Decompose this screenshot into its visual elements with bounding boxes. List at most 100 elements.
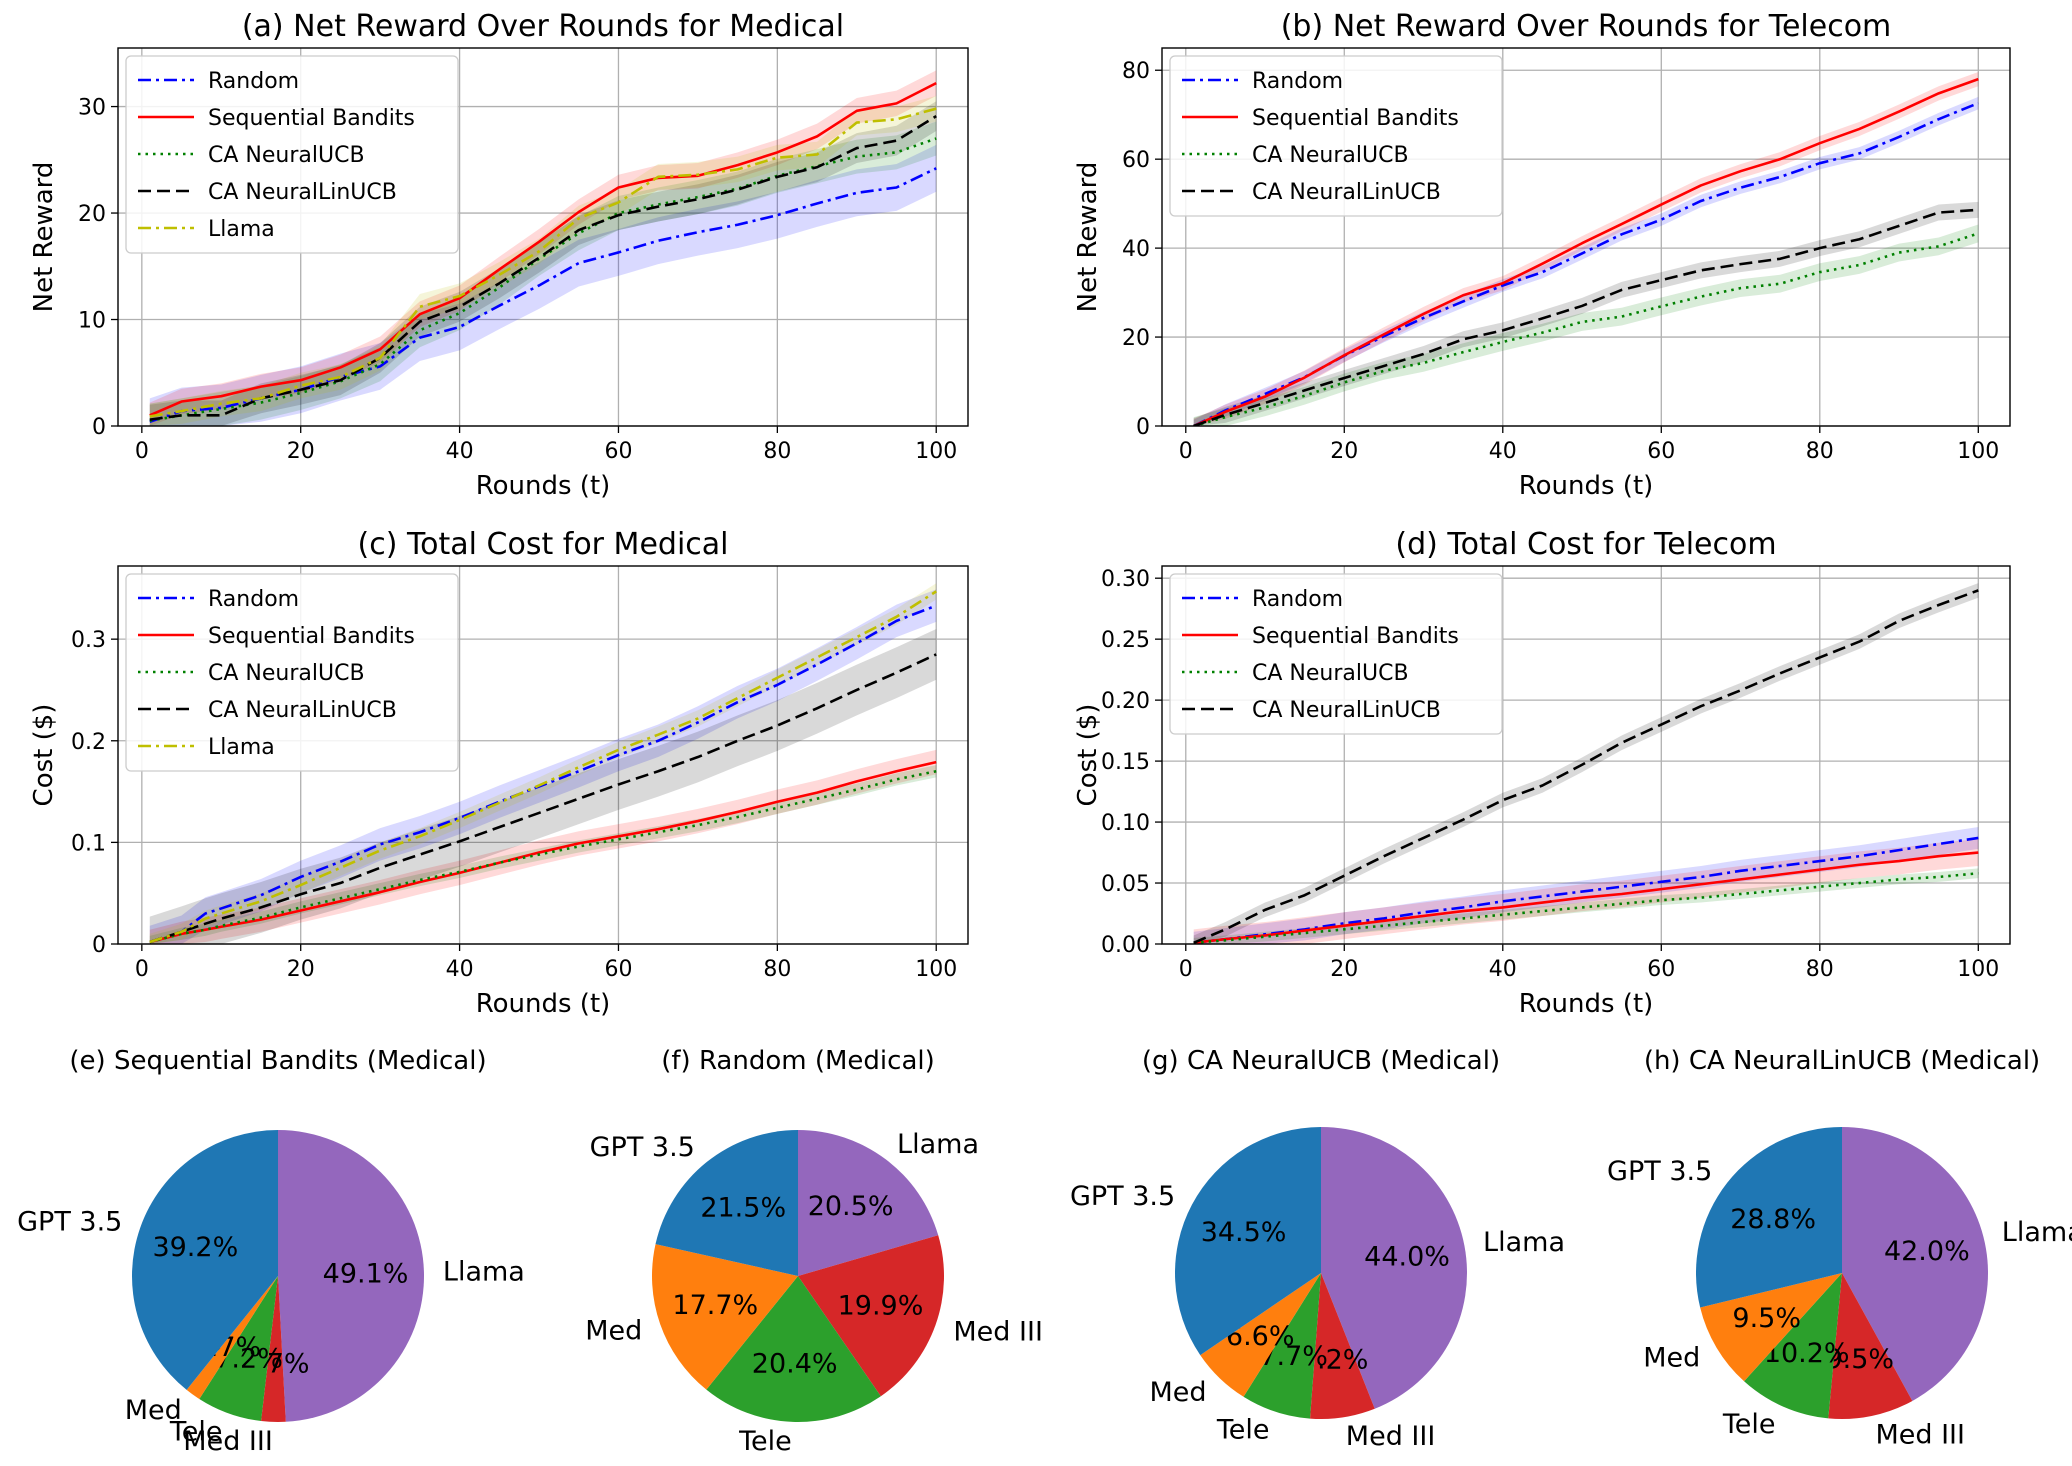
pie-slice-tele — [1744, 1273, 1842, 1419]
legend: Random Sequential Bandits CA NeuralUCB CA N… — [125, 573, 459, 772]
x-tick-label: 20 — [1330, 439, 1358, 464]
legend-box — [1169, 55, 1503, 217]
pie-slice-llama — [1842, 1127, 1988, 1401]
y-tick-label: 40 — [1122, 237, 1150, 262]
x-tick-label: 80 — [763, 957, 791, 982]
y-tick-label: 0.20 — [1101, 689, 1150, 714]
pie-pct-llama: 49.1% — [323, 1259, 409, 1290]
chart-title: (a) Net Reward Over Rounds for Medical — [242, 9, 844, 44]
legend-label-random: Random — [1252, 587, 1343, 612]
series-line-llama — [149, 107, 937, 418]
pie-label-llama: Llama — [1483, 1227, 1565, 1258]
x-tick-label: 60 — [604, 439, 632, 464]
pie-slice-med-iii — [798, 1235, 944, 1397]
y-tick-label: 60 — [1122, 148, 1150, 173]
x-tick-label: 100 — [1957, 439, 1999, 464]
series-line-sequential-bandits — [1193, 77, 1979, 426]
pie-pct-med: 17.7% — [672, 1290, 758, 1321]
x-tick-label: 20 — [1330, 957, 1358, 982]
legend-label-llama: Llama — [208, 735, 275, 760]
confidence-band-random — [1193, 96, 1979, 426]
y-tick-label: 10 — [78, 309, 106, 334]
series-line-sequential-bandits — [149, 81, 937, 417]
y-tick-label: 0.00 — [1101, 933, 1150, 958]
confidence-band-llama — [149, 583, 937, 944]
pie-label-gpt-3-5: GPT 3.5 — [1607, 1156, 1712, 1187]
x-axis-label: Rounds (t) — [476, 989, 611, 1019]
plot-frame — [117, 565, 969, 945]
y-tick-label: 0.15 — [1101, 750, 1150, 775]
x-tick-label: 0 — [135, 957, 149, 982]
legend-label-ca-neuralucb: CA NeuralUCB — [208, 661, 365, 686]
pie-slice-llama — [278, 1130, 425, 1422]
pie-label-tele: Tele — [169, 1416, 223, 1447]
legend-label-ca-neurallinucb: CA NeuralLinUCB — [1252, 180, 1441, 205]
x-axis-label: Rounds (t) — [476, 471, 611, 501]
plot-frame — [1161, 47, 2011, 427]
confidence-band-sequential-bandits — [1193, 72, 1979, 426]
x-tick-label: 60 — [604, 957, 632, 982]
x-tick-label: 80 — [1806, 957, 1834, 982]
plot-area — [149, 583, 937, 944]
legend-label-sequential-bandits: Sequential Bandits — [208, 106, 415, 131]
pie-label-gpt-3-5: GPT 3.5 — [590, 1132, 695, 1163]
x-tick-label: 40 — [1489, 957, 1517, 982]
y-tick-label: 0 — [92, 933, 106, 958]
series-line-random — [1193, 836, 1979, 944]
series-line-llama — [149, 590, 937, 944]
y-tick-label: 0.1 — [71, 831, 106, 856]
plot-area — [1193, 72, 1979, 426]
confidence-band-ca-neuralucb — [1193, 868, 1979, 944]
pie-slice-gpt-3-5 — [655, 1130, 798, 1276]
y-tick-label: 0.25 — [1101, 628, 1150, 653]
chart-title: (b) Net Reward Over Rounds for Telecom — [1281, 9, 1892, 44]
chart-d: 0 20 40 60 80 100 0.00 0.05 0.10 0.15 0.20 0.25 0.30… — [1073, 527, 2011, 1019]
y-tick-label: 0.10 — [1101, 811, 1150, 836]
pie-label-gpt-3-5: GPT 3.5 — [1070, 1181, 1175, 1212]
pie-pct-med: 9.5% — [1732, 1303, 1801, 1334]
pie-label-tele: Tele — [1722, 1409, 1776, 1440]
x-tick-label: 40 — [446, 439, 474, 464]
legend-label-random: Random — [208, 587, 299, 612]
pie-title: (e) Sequential Bandits (Medical) — [69, 1046, 486, 1076]
series-line-random — [149, 167, 937, 423]
y-tick-label: 0.30 — [1101, 567, 1150, 592]
pie-slice-med — [1700, 1273, 1842, 1382]
confidence-band-llama — [149, 95, 937, 426]
pie-e: (e) Sequential Bandits (Medical) Llama 49.… — [17, 1046, 525, 1457]
y-tick-label: 20 — [78, 202, 106, 227]
chart-c: 0 20 40 60 80 100 0 0.1 0.2 0.3 (c) Total Cost for… — [29, 527, 969, 1019]
pie-slice-med — [186, 1276, 278, 1399]
pie-label-med: Med — [125, 1395, 182, 1426]
pie-slice-gpt-3-5 — [1175, 1127, 1321, 1356]
series-line-ca-neurallinucb — [1193, 208, 1979, 426]
pie-label-med-iii: Med III — [953, 1316, 1043, 1347]
pie-slice-llama — [798, 1130, 939, 1276]
legend-label-sequential-bandits: Sequential Bandits — [208, 624, 415, 649]
series-line-ca-neuralucb — [149, 769, 937, 944]
pie-label-med-iii: Med III — [1875, 1420, 1965, 1451]
pie-label-med-iii: Med III — [183, 1426, 273, 1457]
legend-label-ca-neurallinucb: CA NeuralLinUCB — [208, 180, 397, 205]
confidence-band-ca-neurallinucb — [149, 101, 937, 426]
pie-g: (g) CA NeuralUCB (Medical) Llama 44.0% Med … — [1070, 1046, 1565, 1452]
y-tick-label: 0.3 — [71, 628, 106, 653]
x-tick-label: 0 — [1179, 439, 1193, 464]
pie-pct-gpt-3-5: 39.2% — [152, 1232, 238, 1263]
chart-title: (c) Total Cost for Medical — [358, 527, 729, 562]
pie-label-med-iii: Med III — [1346, 1421, 1436, 1452]
series-line-sequential-bandits — [1193, 851, 1979, 944]
legend: Random Sequential Bandits CA NeuralUCB CA N… — [125, 55, 459, 254]
y-tick-label: 20 — [1122, 326, 1150, 351]
plot-area — [1193, 583, 1979, 944]
legend-box — [125, 55, 459, 254]
y-tick-label: 30 — [78, 96, 106, 121]
x-tick-label: 20 — [287, 957, 315, 982]
x-tick-label: 20 — [287, 439, 315, 464]
chart-b: 0 20 40 60 80 100 0 20 40 60 80 (b) Net Reward Over… — [1073, 9, 2011, 501]
pie-label-llama: Llama — [443, 1257, 525, 1288]
pie-title: (h) CA NeuralLinUCB (Medical) — [1644, 1046, 2040, 1076]
confidence-band-ca-neuralucb — [149, 121, 937, 426]
